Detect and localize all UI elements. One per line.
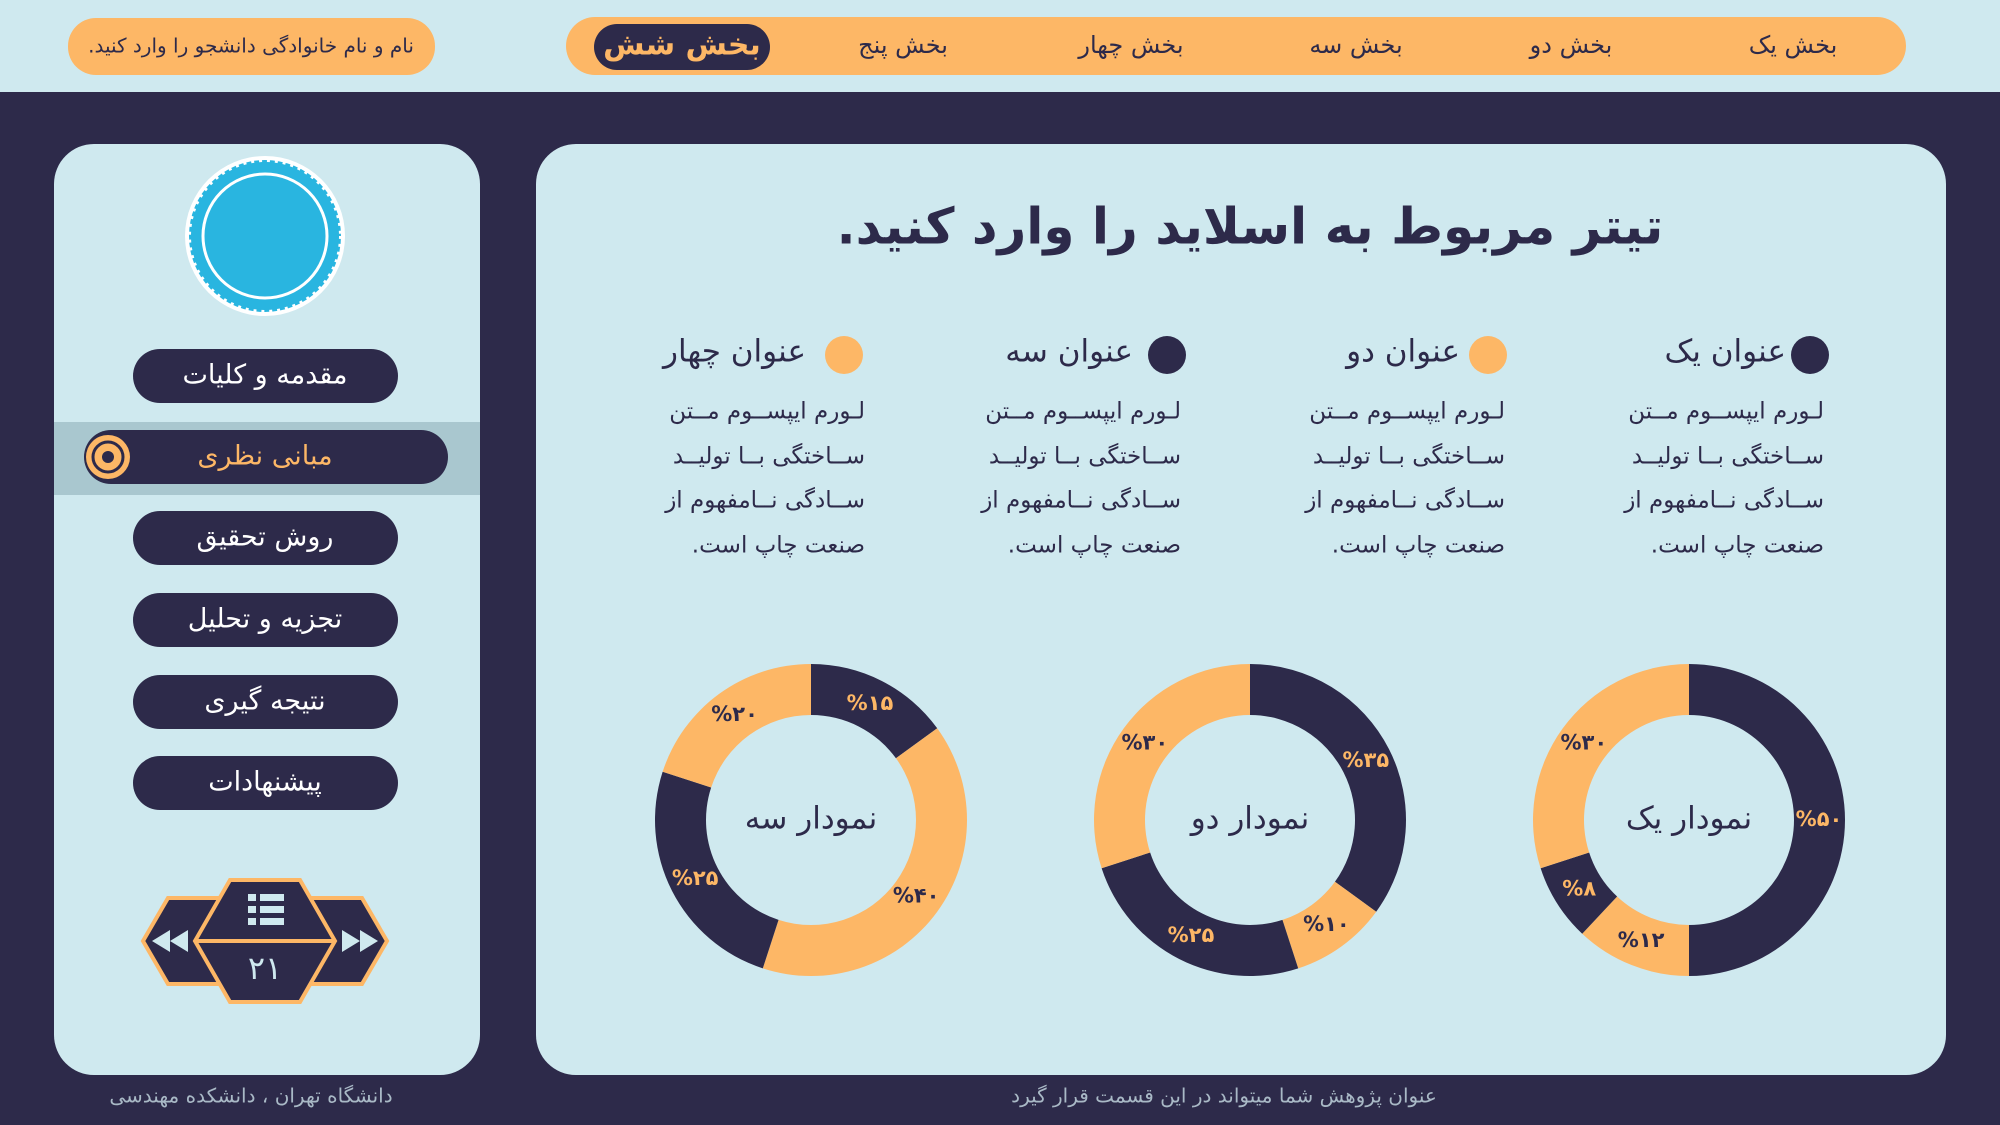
data-label: %۳۰ [1121, 731, 1168, 755]
menu-button[interactable] [133, 675, 398, 729]
column-text: صنعت چاپ است. [692, 533, 865, 559]
donut-segment [662, 664, 811, 788]
heading-dot [1469, 336, 1507, 374]
column-text: صنعت چاپ است. [1651, 533, 1824, 559]
page-number: ۲۱ [248, 949, 282, 987]
pager: ۲۱ [140, 878, 390, 1004]
column-text: صنعت چاپ است. [1332, 533, 1505, 559]
nav-active [594, 24, 770, 70]
logo-inner [201, 172, 329, 300]
donut-segment [1093, 664, 1250, 869]
column-text: ســاختگی بــا تولیــد [989, 443, 1181, 470]
heading-dot [1791, 336, 1829, 374]
menu-button[interactable] [133, 511, 398, 565]
menu-button[interactable] [133, 349, 398, 403]
data-label: %۲۵ [672, 866, 719, 890]
chart-title: نمودار دو [1189, 801, 1310, 837]
donut-segment [1250, 664, 1407, 912]
column-heading: عنوان سه [1005, 334, 1133, 370]
donut-segment [1282, 881, 1377, 969]
student-name: نام و نام خانوادگی دانشجو را وارد کنید. [88, 34, 414, 58]
heading-dot [1148, 336, 1186, 374]
footer-center: عنوان پژوهش شما میتواند در این قسمت قرار… [1011, 1084, 1437, 1109]
menu-label: روش تحقیق [197, 522, 334, 553]
logo [187, 158, 343, 314]
nav-item[interactable]: بخش دو [1529, 31, 1613, 59]
data-label: %۱۰ [1303, 912, 1350, 936]
data-label: %۸ [1562, 877, 1596, 901]
menu-label: تجزیه و تحلیل [188, 604, 343, 635]
column-text: صنعت چاپ است. [1008, 533, 1181, 559]
column-text: لـورم ایپســوم مــتن [1628, 399, 1824, 425]
column-text: لـورم ایپســوم مــتن [985, 399, 1181, 425]
donut-segment [811, 664, 938, 759]
target-icon-ring [91, 440, 125, 474]
donut-segment [1101, 852, 1299, 976]
column-text: لـورم ایپســوم مــتن [1309, 399, 1505, 425]
menu-label: مقدمه و کلیات [182, 360, 347, 391]
column-text: ســادگی نــامفهوم از [664, 487, 865, 514]
nav-bar [566, 17, 1906, 75]
column-text: ســادگی نــامفهوم از [980, 487, 1181, 514]
data-label: %۲۵ [1168, 923, 1215, 947]
donut-segment [1689, 664, 1845, 976]
donut-segment [655, 771, 779, 969]
target-icon-dot [102, 451, 114, 463]
menu-button[interactable] [84, 430, 448, 484]
chart-title: نمودار یک [1626, 801, 1752, 837]
nav-item[interactable]: بخش یک [1749, 31, 1838, 59]
student-pill [68, 18, 435, 75]
main-panel [536, 144, 1946, 1075]
column-heading: عنوان دو [1344, 334, 1460, 370]
slide-title: تیتر مربوط به اسلاید را وارد کنید. [837, 198, 1664, 257]
donut-segment [1540, 852, 1618, 934]
data-label: %۱۲ [1618, 928, 1665, 952]
nav-item[interactable]: بخش سه [1309, 31, 1402, 59]
data-label: %۱۵ [847, 691, 894, 715]
column-text: لـورم ایپســوم مــتن [669, 399, 865, 425]
column-text: ســاختگی بــا تولیــد [1632, 443, 1824, 470]
nav-item[interactable]: بخش پنج [858, 31, 948, 59]
column-text: ســاختگی بــا تولیــد [673, 443, 865, 470]
menu-button[interactable] [133, 593, 398, 647]
nav-item[interactable]: بخش شش [603, 28, 761, 63]
data-label: %۳۰ [1560, 731, 1607, 755]
data-label: %۳۵ [1342, 748, 1389, 772]
column-text: ســادگی نــامفهوم از [1304, 487, 1505, 514]
menu-label: پیشنهادات [208, 767, 322, 798]
nav-item[interactable]: بخش چهار [1077, 31, 1183, 59]
chart-title: نمودار سه [745, 801, 877, 837]
menu-label: نتیجه گیری [204, 685, 325, 717]
column-heading: عنوان چهار [661, 334, 806, 370]
donut-segment [762, 728, 968, 976]
data-label: %۴۰ [893, 883, 940, 907]
prev-icon [152, 930, 188, 952]
menu-label: مبانی نظری [197, 441, 332, 472]
donut-segment [1582, 896, 1689, 976]
list-icon [248, 894, 284, 925]
data-label: %۲۰ [711, 702, 758, 726]
column-heading: عنوان یک [1665, 334, 1786, 370]
donut-segment [1533, 664, 1689, 869]
data-label: %۵۰ [1796, 807, 1843, 831]
column-text: ســاختگی بــا تولیــد [1313, 443, 1505, 470]
menu-button[interactable] [133, 756, 398, 810]
footer-left: دانشگاه تهران ، دانشکده مهندسی [109, 1084, 392, 1108]
column-text: ســادگی نــامفهوم از [1623, 487, 1824, 514]
heading-dot [825, 336, 863, 374]
next-icon [342, 930, 378, 952]
